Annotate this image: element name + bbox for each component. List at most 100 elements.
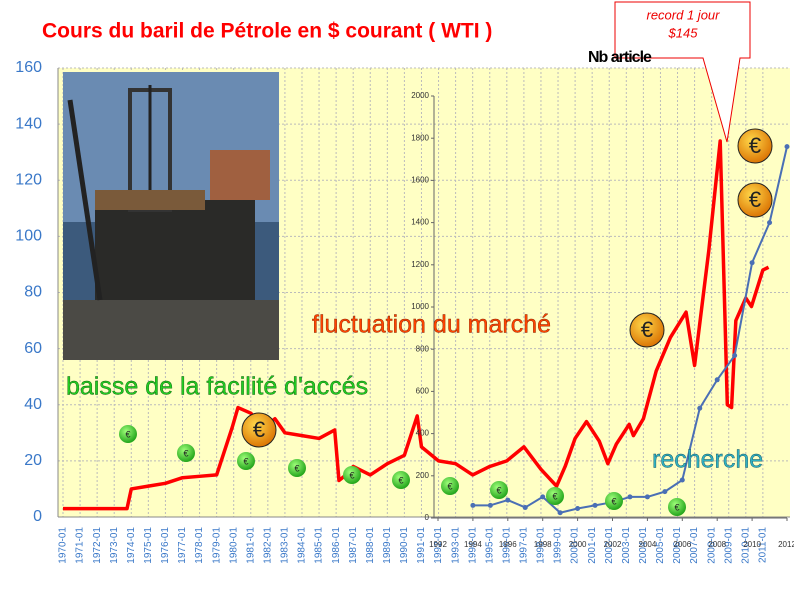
x-tick-label: 1989-01 — [382, 527, 393, 564]
svg-text:€: € — [447, 481, 452, 491]
x2-tick-label: 1992 — [429, 540, 447, 549]
svg-text:€: € — [398, 475, 403, 485]
svg-text:€: € — [183, 448, 188, 458]
x2-tick-label: 2012 — [778, 540, 794, 549]
x-tick-label: 1978-01 — [194, 527, 205, 564]
article-point — [593, 503, 598, 508]
x-tick-label: 1997-01 — [519, 527, 530, 564]
y-tick-label: 120 — [15, 171, 42, 188]
article-point — [680, 478, 685, 483]
x-tick-label: 2003-01 — [621, 527, 632, 564]
x-tick-label: 1991-01 — [416, 527, 427, 564]
svg-text:€: € — [243, 456, 248, 466]
x2-tick-label: 2006 — [673, 540, 691, 549]
y-tick-label: 80 — [24, 284, 42, 301]
x-tick-label: 1982-01 — [262, 527, 273, 564]
article-point — [715, 377, 720, 382]
svg-text:€: € — [253, 417, 265, 442]
x-tick-label: 1988-01 — [365, 527, 376, 564]
x-tick-label: 1980-01 — [228, 527, 239, 564]
svg-text:€: € — [674, 502, 679, 512]
x-tick-label: 1974-01 — [126, 527, 137, 564]
x-tick-label: 1984-01 — [297, 527, 308, 564]
x-tick-label: 1972-01 — [92, 527, 103, 564]
x-tick-label: 2001-01 — [587, 527, 598, 564]
x-tick-label: 1976-01 — [160, 527, 171, 564]
photo — [63, 72, 279, 360]
y-tick-label: 0 — [33, 508, 42, 525]
y-tick-label: 160 — [15, 59, 42, 76]
y-tick-label: 140 — [15, 115, 42, 132]
svg-text:€: € — [496, 485, 501, 495]
x2-tick-label: 1994 — [464, 540, 482, 549]
y2-tick-label: 1000 — [411, 302, 429, 311]
svg-text:€: € — [349, 470, 354, 480]
article-point — [750, 260, 755, 265]
x-tick-label: 1977-01 — [177, 527, 188, 564]
y2-tick-label: 200 — [416, 471, 430, 480]
x-tick-label: 1983-01 — [280, 527, 291, 564]
y2-tick-label: 1400 — [411, 218, 429, 227]
article-point — [488, 503, 493, 508]
article-point — [627, 494, 632, 499]
x-tick-label: 1993-01 — [450, 527, 461, 564]
annotation: recherche — [652, 446, 763, 474]
x-tick-label: 1979-01 — [211, 527, 222, 564]
annotation: record 1 jour — [647, 7, 721, 22]
article-point — [662, 489, 667, 494]
x2-tick-label: 1998 — [534, 540, 552, 549]
legend-entry: Nb article — [588, 49, 652, 66]
chart: € € € € € € € € € € € € € € € record 1 j… — [0, 0, 794, 589]
svg-text:€: € — [294, 463, 299, 473]
svg-text:€: € — [749, 187, 761, 212]
article-point — [523, 505, 528, 510]
article-point — [697, 406, 702, 411]
article-point — [645, 494, 650, 499]
y2-tick-label: 1800 — [411, 133, 429, 142]
y2-tick-label: 2000 — [411, 91, 429, 100]
y2-tick-label: 800 — [416, 344, 430, 353]
annotation: $145 — [668, 25, 699, 40]
annotation: baisse de la facilité d'accés — [66, 373, 368, 401]
article-point — [732, 353, 737, 358]
x-tick-label: 1986-01 — [331, 527, 342, 564]
x-tick-label: 1970-01 — [58, 527, 69, 564]
x-tick-label: 1981-01 — [245, 527, 256, 564]
y2-tick-label: 1200 — [411, 260, 429, 269]
svg-text:€: € — [749, 133, 761, 158]
x-tick-label: 2005-01 — [655, 527, 666, 564]
page: {"chart_data": { "type": "line", "title"… — [0, 0, 794, 589]
y2-tick-label: 600 — [416, 387, 430, 396]
x-tick-label: 1999-01 — [553, 527, 564, 564]
x-tick-label: 1985-01 — [314, 527, 325, 564]
svg-text:€: € — [611, 496, 616, 506]
y-tick-label: 20 — [24, 452, 42, 469]
y-tick-label: 40 — [24, 396, 42, 413]
article-point — [575, 506, 580, 511]
x-tick-label: 1990-01 — [399, 527, 410, 564]
svg-text:€: € — [125, 429, 130, 439]
article-point — [470, 503, 475, 508]
y2-tick-label: 400 — [416, 429, 430, 438]
x2-tick-label: 2008 — [708, 540, 726, 549]
article-point — [505, 498, 510, 503]
y-tick-label: 100 — [15, 228, 42, 245]
svg-text:€: € — [552, 491, 557, 501]
x2-tick-label: 2000 — [569, 540, 587, 549]
x2-tick-label: 1996 — [499, 540, 517, 549]
article-point — [558, 510, 563, 515]
x-tick-label: 1995-01 — [484, 527, 495, 564]
x2-tick-label: 2004 — [639, 540, 657, 549]
x2-tick-label: 2010 — [743, 540, 761, 549]
chart-title: Cours du baril de Pétrole en $ courant (… — [42, 20, 492, 43]
x-tick-label: 1987-01 — [348, 527, 359, 564]
y-tick-label: 60 — [24, 340, 42, 357]
x2-tick-label: 2002 — [604, 540, 622, 549]
annotation: fluctuation du marché — [312, 311, 551, 339]
article-point — [767, 220, 772, 225]
x-tick-label: 1973-01 — [109, 527, 120, 564]
svg-text:€: € — [641, 317, 653, 342]
article-point — [785, 144, 790, 149]
y2-tick-label: 0 — [425, 513, 430, 522]
article-point — [540, 494, 545, 499]
